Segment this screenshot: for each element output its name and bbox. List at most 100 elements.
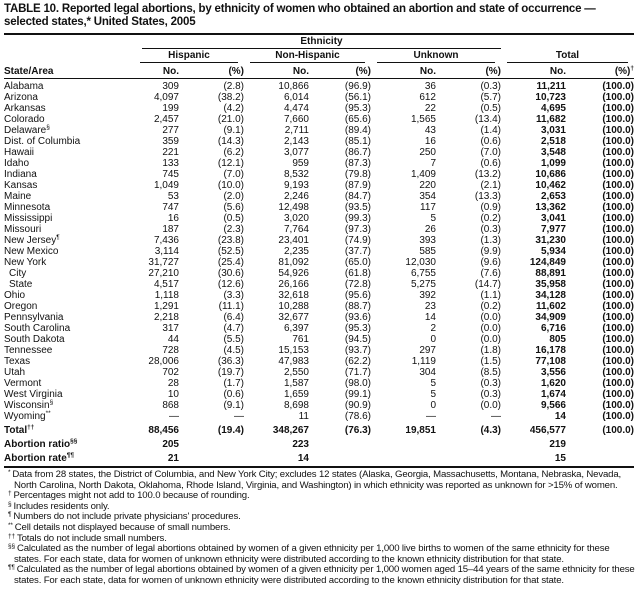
cell: (6.4) <box>223 312 244 323</box>
state-name: Alabama <box>4 81 44 92</box>
abortions-table: Ethnicity Hispanic Non-Hispanic Unknown … <box>4 33 634 468</box>
total-row: Total†† 88,456 (19.4) 348,267 (76.3) 19,85… <box>4 424 634 436</box>
cell: 3,031 <box>540 125 566 136</box>
cell: 199 <box>162 103 179 114</box>
cell: (74.9) <box>344 235 371 246</box>
cell: 3,548 <box>540 147 566 158</box>
state-name: Texas <box>4 356 31 367</box>
table-row: Delaware§ 277 (9.1) 2,711 (89.4) 43 (1.4) 3,031… <box>4 124 634 136</box>
cell: (3.3) <box>223 290 244 301</box>
total-header: Total <box>507 50 628 63</box>
cell: 2,246 <box>283 191 309 202</box>
cell: (100.0) <box>602 334 634 345</box>
state-name: South Carolina <box>4 323 71 334</box>
cell: (61.8) <box>344 268 371 279</box>
cell: 7,436 <box>153 235 179 246</box>
cell: (56.1) <box>344 92 371 103</box>
cell: 7,764 <box>283 224 309 235</box>
cell: (37.7) <box>344 246 371 257</box>
cell: (4.2) <box>223 103 244 114</box>
cell: 54,926 <box>278 268 309 279</box>
cell: (100.0) <box>602 279 634 290</box>
cell: 5,275 <box>410 279 436 290</box>
cell: (0.2) <box>480 301 501 312</box>
table-row: Dist. of Columbia 359 (14.3) 2,143 (85.1) 16 (… <box>4 136 634 147</box>
cell: 392 <box>419 290 436 301</box>
cell: 2,711 <box>284 125 309 136</box>
footnote: †† Totals do not include small numbers. <box>8 532 167 544</box>
table-row: Kansas 1,049 (10.0) 9,193 (87.9) 220 (2.1) 10,4… <box>4 180 634 191</box>
col-pct: (%) <box>436 64 501 79</box>
cell: 117 <box>420 202 436 213</box>
cell: (100.0) <box>602 290 634 301</box>
cell: 1,659 <box>283 389 309 400</box>
cell: 16 <box>167 213 179 224</box>
cell: 3,041 <box>540 213 566 224</box>
table-row: Texas 28,006 (36.3) 47,983 (62.2) 1,119 (1.5) 7… <box>4 356 634 367</box>
cell: 81,092 <box>278 257 309 268</box>
cell: 124,849 <box>529 257 566 268</box>
table-row: West Virginia 10 (0.6) 1,659 (99.1) 5 (0.3) 1,6… <box>4 389 634 400</box>
cell: (100.0) <box>602 257 634 268</box>
cell: (1.1) <box>480 290 501 301</box>
cell: 13,362 <box>535 202 566 213</box>
table-row: Wyoming** — — 11 (78.6) — — 14 (100.0) <box>4 410 634 422</box>
cell: 3,114 <box>154 246 179 257</box>
cell: (9.9) <box>480 246 501 257</box>
cell: 11,682 <box>535 114 566 125</box>
cell: 2,518 <box>540 136 566 147</box>
state-name: Colorado <box>4 114 45 125</box>
cell: 16,178 <box>535 345 566 356</box>
cell: (52.5) <box>217 246 244 257</box>
table-row: South Dakota 44 (5.5) 761 (94.5) 0 (0.0) 805 (10… <box>4 334 634 345</box>
cell: (100.0) <box>602 169 634 180</box>
cell: (38.2) <box>217 92 244 103</box>
cell: (7.6) <box>480 268 501 279</box>
cell: 2,653 <box>540 191 566 202</box>
cell: 10,462 <box>535 180 566 191</box>
cell: (100.0) <box>602 158 634 169</box>
table-row: Idaho 133 (12.1) 959 (87.3) 7 (0.6) 1,099 (100.0… <box>4 158 634 169</box>
cell: 1,291 <box>153 301 179 312</box>
cell: (4.5) <box>223 345 244 356</box>
cell: 7 <box>430 158 436 169</box>
cell: (6.2) <box>223 147 244 158</box>
cell: (94.5) <box>344 334 371 345</box>
cell: 1,118 <box>154 290 179 301</box>
cell: (90.9) <box>344 400 371 411</box>
state-name: Ohio <box>4 290 26 301</box>
cell: 1,565 <box>410 114 436 125</box>
cell: 2,143 <box>283 136 309 147</box>
table-row: Alabama 309 (2.8) 10,866 (96.9) 36 (0.3) 11,211… <box>4 79 634 92</box>
cell: (9.1) <box>223 400 244 411</box>
col-no: No. <box>501 64 566 79</box>
cell: (1.7) <box>223 378 244 389</box>
cell: (2.1) <box>480 180 501 191</box>
cell: 612 <box>419 92 436 103</box>
cell: (0.5) <box>223 213 244 224</box>
cell: 31,727 <box>148 257 179 268</box>
table-row: New Mexico 3,114 (52.5) 2,235 (37.7) 585 (9.9)… <box>4 246 634 257</box>
cell: 277 <box>162 125 179 136</box>
cell: 1,119 <box>411 356 436 367</box>
cell: (100.0) <box>602 389 634 400</box>
table-row: Hawaii 221 (6.2) 3,077 (86.7) 250 (7.0) 3,548 (1… <box>4 147 634 158</box>
abortion-ratio-row: Abortion ratio§§ 205 223 219 <box>4 438 566 450</box>
cell: 43 <box>424 125 436 136</box>
table-row: Ohio 1,118 (3.3) 32,618 (95.6) 392 (1.1) 34,128… <box>4 290 634 301</box>
cell: (72.8) <box>344 279 371 290</box>
table-row: Utah 702 (19.7) 2,550 (71.7) 304 (8.5) 3,556 (10… <box>4 367 634 378</box>
cell: 4,517 <box>153 279 179 290</box>
cell: (98.0) <box>344 378 371 389</box>
cell: (99.3) <box>344 213 371 224</box>
cell: (100.0) <box>602 400 634 411</box>
cell: (8.5) <box>480 367 501 378</box>
cell: (79.8) <box>344 169 371 180</box>
cell: (100.0) <box>602 301 634 312</box>
cell: (13.3) <box>474 191 501 202</box>
cell: (5.5) <box>223 334 244 345</box>
cell: 133 <box>162 158 179 169</box>
cell: 9,566 <box>540 400 566 411</box>
cell: 747 <box>162 202 179 213</box>
cell: (85.1) <box>344 136 371 147</box>
